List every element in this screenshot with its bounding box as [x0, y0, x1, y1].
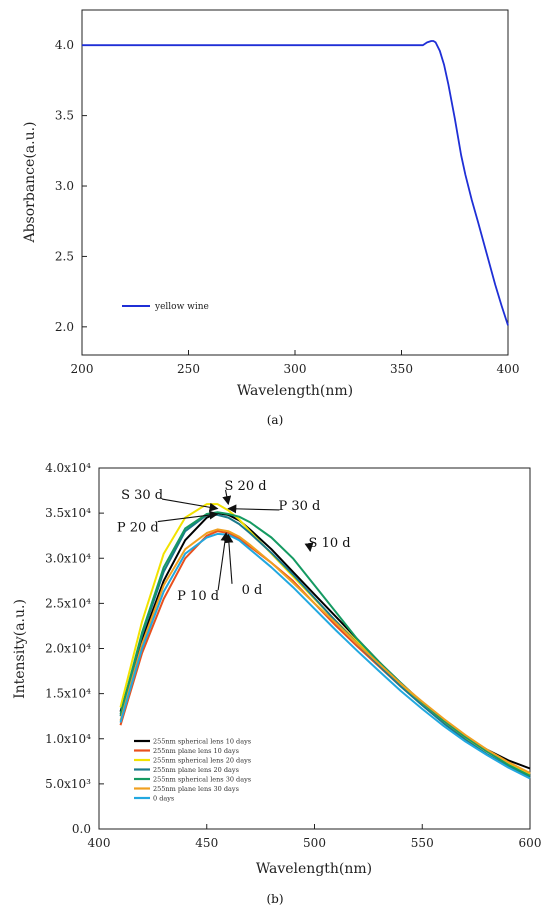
- panel-a-x-tick-label: 400: [497, 362, 520, 376]
- panel-b-annotation-label: P 10 d: [177, 589, 219, 604]
- panel-a-x-tick-label: 250: [177, 362, 200, 376]
- panel-b-series-line: [119, 512, 531, 770]
- panel-b-legend-label: 0 days: [153, 794, 174, 802]
- panel-a-series: [82, 40, 509, 326]
- panel-a-absorbance-chart: 200 250 300 350 400 2.0 2.5 3.0 3.5 4.0 yellow w…: [22, 9, 520, 427]
- panel-b-annotation-arrow: [224, 533, 234, 584]
- panel-b-y-tick-label: 0.0: [72, 822, 91, 836]
- panel-b-annotation-arrow: [217, 531, 230, 591]
- panel-b-annotation-label: S 10 d: [309, 536, 351, 551]
- panel-b-label: (b): [266, 892, 283, 906]
- panel-a-x-tick-label: 200: [71, 362, 94, 376]
- panel-b-series-line: [119, 513, 531, 779]
- panel-b-y-tick-label: 3.0x10⁴: [45, 551, 91, 565]
- panel-a-y-tick-label: 4.0: [55, 38, 74, 52]
- panel-b-x-axis-label: Wavelength(nm): [256, 861, 372, 877]
- panel-b-y-axis-label: Intensity(a.u.): [12, 599, 28, 699]
- panel-b-intensity-chart: 400 450 500 550 600 0.0 5.0x10³ 1.0x10⁴ 1.5x10⁴…: [12, 461, 541, 906]
- panel-a-label: (a): [267, 413, 284, 427]
- panel-b-annotation-label: S 20 d: [225, 479, 267, 494]
- panel-b-annotations: S 30 d S 20 d P 30 d P 20 d S 10 d P 10 d 0 d: [117, 479, 351, 604]
- panel-b-series: [119, 503, 531, 780]
- panel-b-y-tick-label: 3.5x10⁴: [45, 506, 91, 520]
- panel-b-x-tick-label: 600: [519, 836, 542, 850]
- panel-b-annotation-label: P 20 d: [117, 521, 159, 536]
- panel-b-legend-label: 255nm plane lens 30 days: [153, 785, 239, 793]
- panel-a-x-tick-label: 350: [390, 362, 413, 376]
- panel-a-x-ticks: 200 250 300 350 400: [71, 350, 520, 376]
- panel-b-annotation-arrow: [222, 489, 232, 506]
- panel-b-y-tick-label: 5.0x10³: [45, 777, 91, 791]
- panel-b-x-tick-label: 550: [411, 836, 434, 850]
- panel-b-x-ticks: 400 450 500 550 600: [88, 824, 542, 850]
- panel-b-series-line: [119, 532, 531, 780]
- panel-a-y-tick-label: 2.0: [55, 320, 74, 334]
- panel-b-y-ticks: 0.0 5.0x10³ 1.0x10⁴ 1.5x10⁴ 2.0x10⁴ 2.5x10⁴ 3.…: [45, 461, 104, 836]
- panel-a-y-tick-label: 3.5: [55, 109, 74, 123]
- panel-b-y-tick-label: 1.5x10⁴: [45, 687, 91, 701]
- panel-a-series-line: [82, 40, 509, 326]
- panel-a-legend: yellow wine: [122, 302, 209, 312]
- panel-b-annotation-arrow: [162, 498, 219, 512]
- panel-a-x-axis-label: Wavelength(nm): [237, 383, 353, 399]
- panel-b-annotation-label: P 30 d: [278, 499, 320, 514]
- panel-a-x-tick-label: 300: [284, 362, 307, 376]
- panel-b-legend-label: 255nm plane lens 20 days: [153, 766, 239, 774]
- panel-a-y-axis-label: Absorbance(a.u.): [22, 121, 38, 243]
- panel-b-legend-label: 255nm spherical lens 30 days: [153, 775, 251, 783]
- panel-b-annotation-label: 0 d: [242, 583, 263, 598]
- panel-b-series-line: [119, 528, 531, 774]
- panel-b-y-tick-label: 2.5x10⁴: [45, 596, 91, 610]
- panel-b-series-line: [119, 511, 531, 777]
- panel-b-y-tick-label: 1.0x10⁴: [45, 732, 91, 746]
- panel-b-annotation-arrow: [157, 510, 219, 523]
- panel-b-annotation-label: S 30 d: [121, 488, 163, 503]
- panel-b-y-tick-label: 4.0x10⁴: [45, 461, 91, 475]
- panel-b-x-tick-label: 500: [303, 836, 326, 850]
- panel-a-y-tick-label: 3.0: [55, 179, 74, 193]
- panel-b-x-tick-label: 450: [195, 836, 218, 850]
- panel-a-plot-frame: [81, 9, 509, 356]
- panel-b-legend: 255nm spherical lens 10 days 255nm plane …: [134, 737, 251, 802]
- panel-a-legend-label: yellow wine: [154, 302, 209, 312]
- panel-b-legend-label: 255nm spherical lens 20 days: [153, 756, 251, 764]
- panel-b-legend-label: 255nm plane lens 10 days: [153, 747, 239, 755]
- panel-a-y-ticks: 2.0 2.5 3.0 3.5 4.0: [55, 38, 87, 334]
- panel-b-annotation-arrow: [227, 504, 280, 514]
- panel-b-x-tick-label: 400: [88, 836, 111, 850]
- panel-b-y-tick-label: 2.0x10⁴: [45, 642, 91, 656]
- panel-a-y-tick-label: 2.5: [55, 249, 74, 263]
- panel-b-annotation-arrow: [304, 542, 314, 553]
- panel-b-legend-label: 255nm spherical lens 10 days: [153, 737, 251, 745]
